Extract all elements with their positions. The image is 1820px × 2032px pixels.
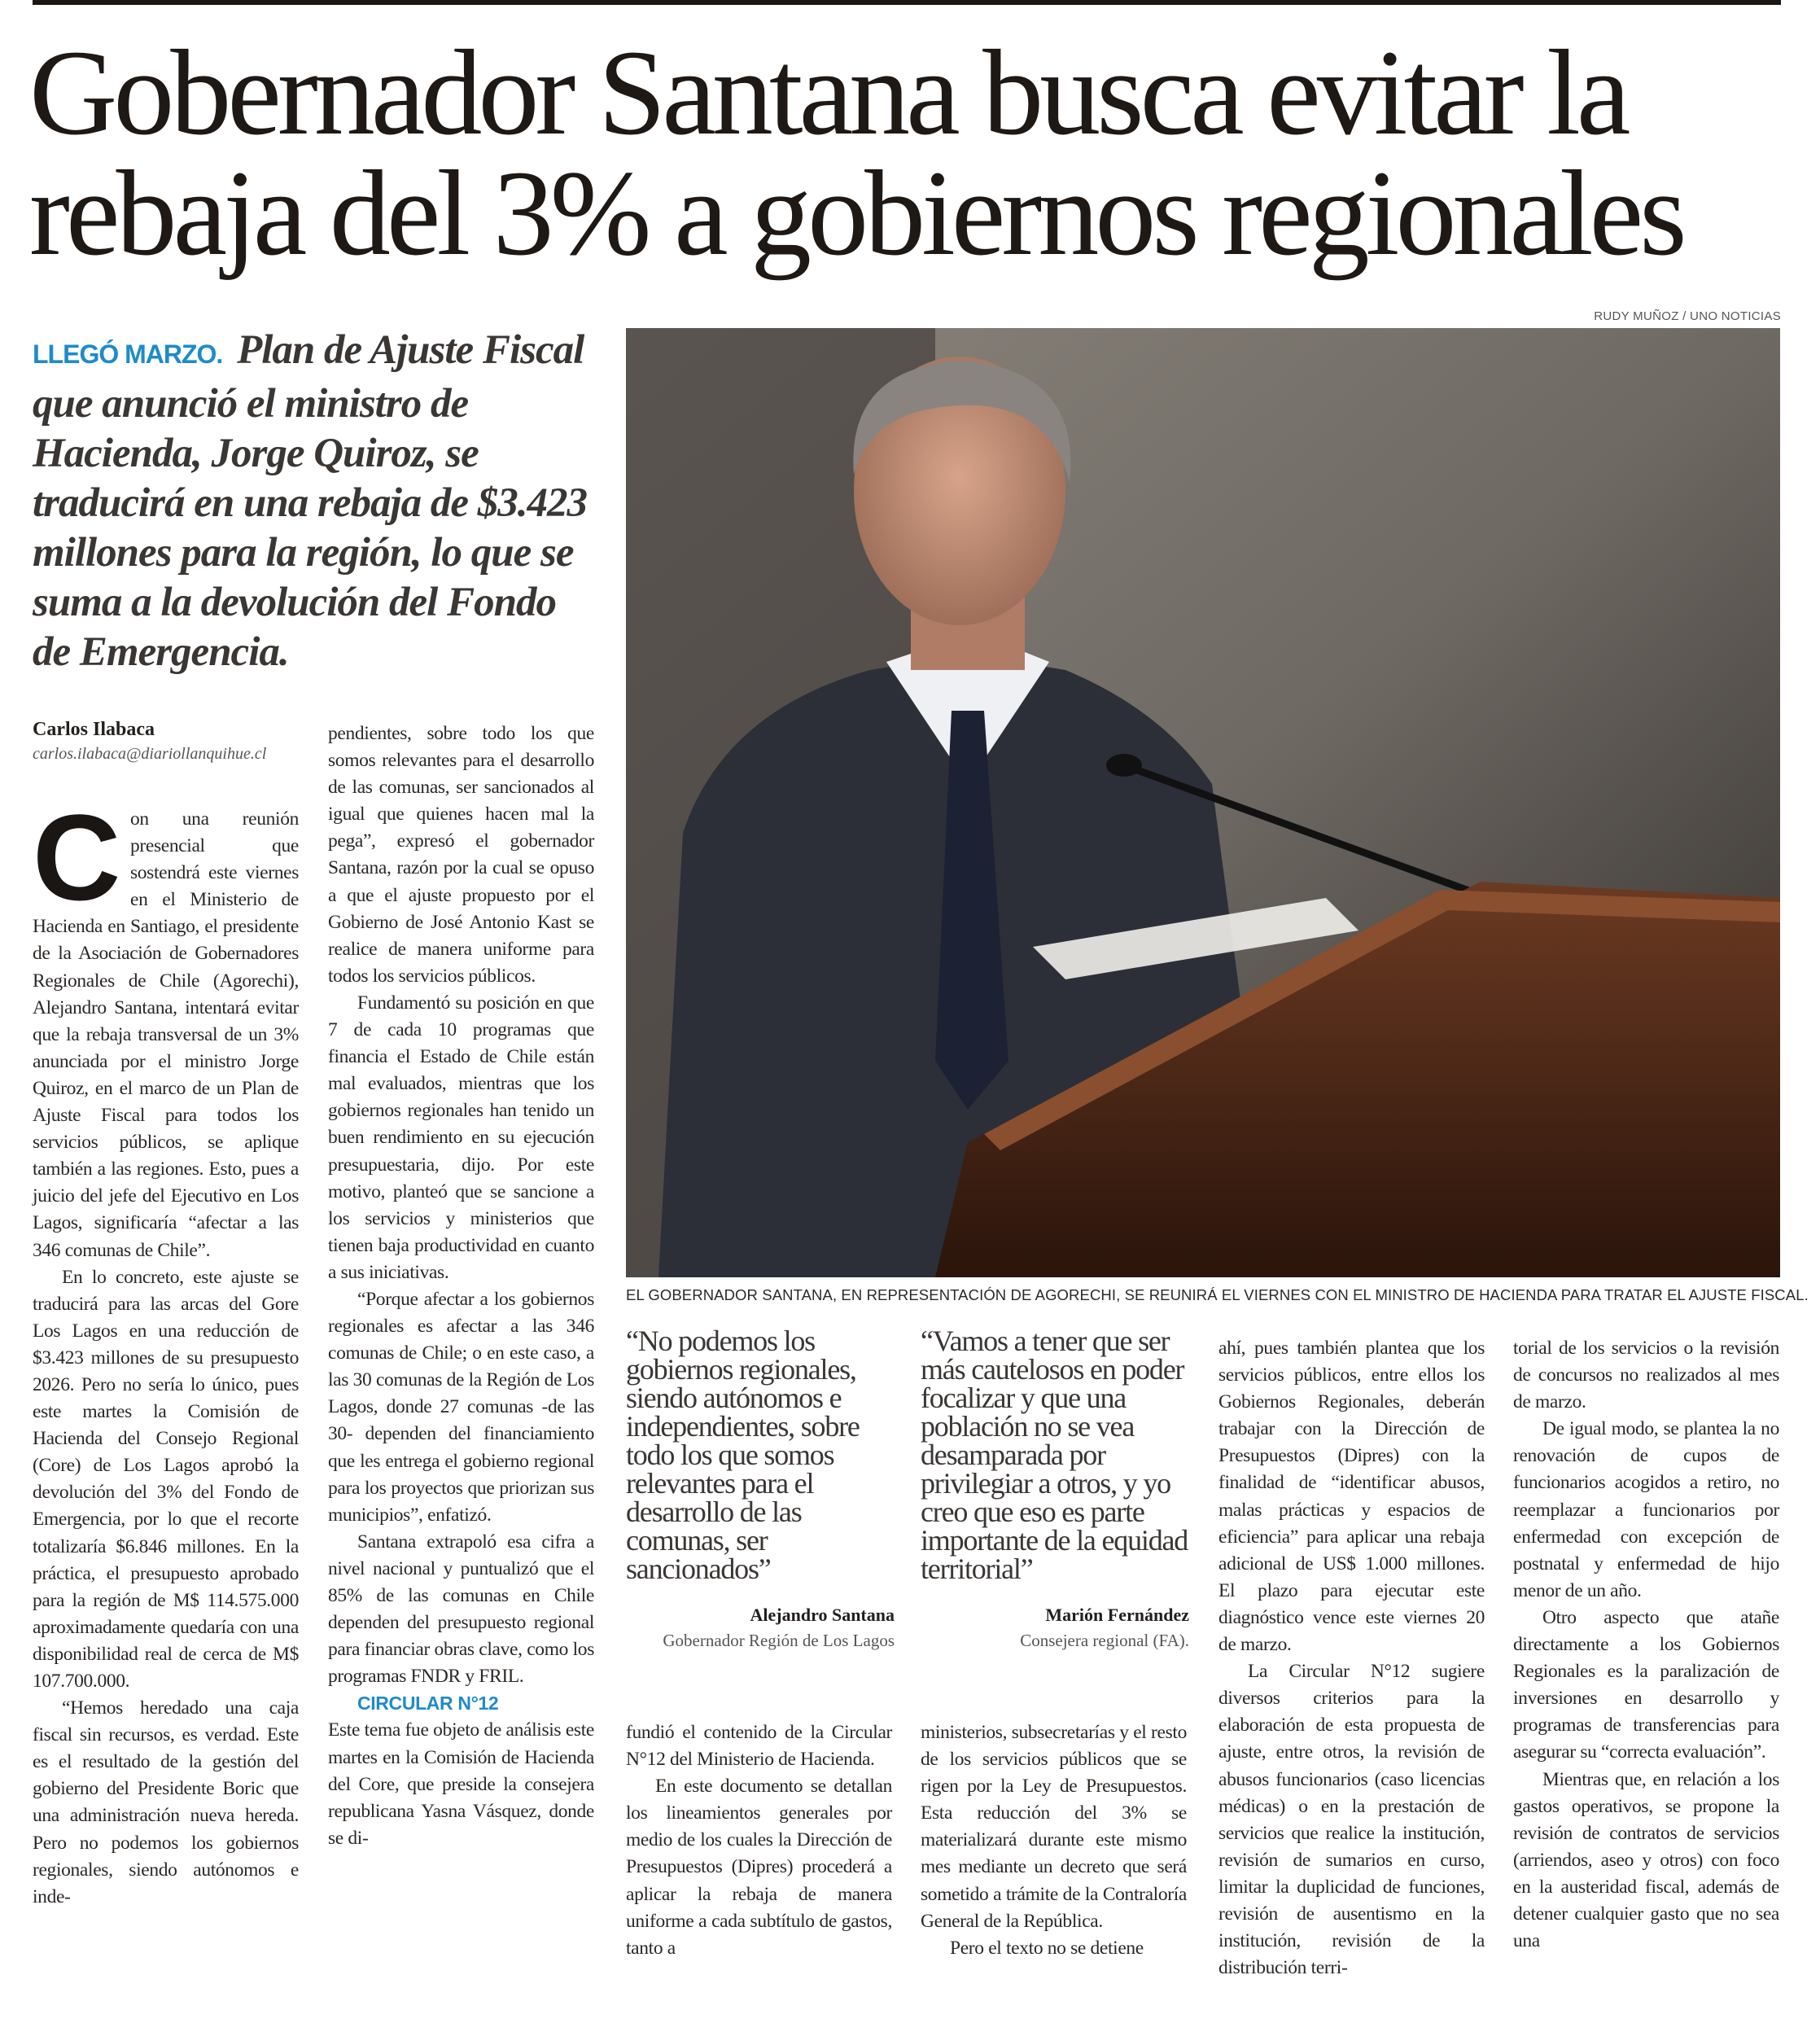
paragraph: “Hemos heredado una caja fiscal sin recu… [33,1697,299,1907]
paragraph: Otro aspecto que atañe directamente a lo… [1513,1606,1779,1763]
body-column-4: ministerios, subsecretarías y el resto d… [921,1719,1187,1962]
article-photo [626,328,1780,1277]
lead-kicker: LLEGÓ MARZO. [33,339,223,369]
lead-text: Plan de Ajuste Fiscal que anunció el min… [33,327,588,675]
paragraph: Este tema fue objeto de análisis este ma… [328,1719,594,1849]
paragraph: La Circular N°12 sugiere diversos criter… [1218,1661,1485,1979]
governor-at-podium-image [626,328,1780,1277]
paragraph: Mientras que, en relación a los gastos o… [1513,1768,1779,1952]
paragraph: En lo concreto, este ajuste se traducirá… [33,1266,299,1692]
paragraph: fundió el contenido de la Circular N°12 … [626,1722,892,1771]
quote-author-role: Gobernador Región de Los Lagos [663,1631,895,1650]
author-name: Carlos Ilabaca [33,719,155,740]
lead-summary: LLEGÓ MARZO. Plan de Ajuste Fiscal que a… [33,326,602,677]
body-column-2: pendientes, sobre todo los que somos rel… [328,720,594,1852]
photo-credit: RUDY MUÑOZ / UNO NOTICIAS [1594,309,1781,323]
headline: Gobernador Santana busca evitar la rebaj… [29,25,1796,281]
paragraph: En este documento se detallan los lineam… [626,1776,892,1959]
quote-author: Marión Fernández [1045,1605,1189,1625]
top-rule [33,0,1781,5]
paragraph: pendientes, sobre todo los que somos rel… [328,723,594,987]
headline-line-2: rebaja del 3% a gobiernos regionales [29,146,1687,281]
body-column-3: fundió el contenido de la Circular N°12 … [626,1719,892,1962]
author-email[interactable]: carlos.ilabaca@diariollanquihue.cl [33,745,267,763]
paragraph: Santana extrapoló esa cifra a nivel naci… [328,1531,594,1688]
quote-author: Alejandro Santana [750,1605,895,1625]
body-column-5: ahí, pues también plantea que los servic… [1218,1335,1485,1982]
pull-quote-1: “No podemos los gobiernos regionales, si… [626,1325,895,1651]
drop-cap: C [33,789,120,926]
body-column-6: torial de los servicios o la revisión de… [1513,1335,1779,1955]
headline-line-1: Gobernador Santana busca evitar la [29,25,1630,160]
paragraph-text: on una reunión presencial que sostendrá … [33,808,299,1261]
paragraph: Fundamentó su posición en que 7 de cada … [328,992,594,1283]
paragraph: ministerios, subsecretarías y el resto d… [921,1722,1187,1932]
pull-quote-2: “Vamos a tener que ser más cautelosos en… [921,1325,1189,1651]
byline: Carlos Ilabaca carlos.ilabaca@diariollan… [33,716,301,765]
paragraph: “Porque afectar a los gobiernos regional… [328,1288,594,1526]
quote-author-role: Consejera regional (FA). [1020,1631,1189,1650]
quote-text: “No podemos los gobiernos regionales, si… [626,1325,860,1585]
paragraph: ahí, pues también plantea que los servic… [1218,1338,1485,1656]
photo-caption: EL GOBERNADOR SANTANA, EN REPRESENTACIÓN… [626,1286,1809,1303]
section-subhead: CIRCULAR N°12 [357,1693,499,1714]
paragraph: De igual modo, se plantea la no renovaci… [1513,1418,1779,1601]
paragraph: torial de los servicios o la revisión de… [1513,1338,1779,1413]
quote-text: “Vamos a tener que ser más cautelosos en… [921,1325,1188,1585]
paragraph: Pero el texto no se detiene [950,1937,1144,1959]
